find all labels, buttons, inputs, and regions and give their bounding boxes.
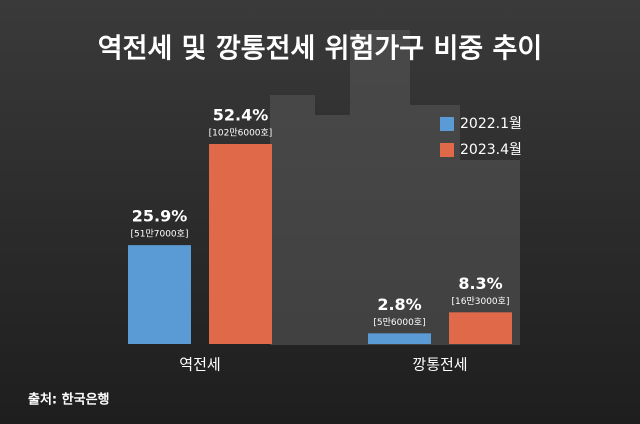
value-label: 52.4% <box>213 106 269 125</box>
count-label: [51만7000호] <box>131 229 189 240</box>
legend-label: 2022.1월 <box>460 116 522 132</box>
source: 출처: 한국은행 <box>28 392 110 408</box>
city-decoration <box>270 30 520 345</box>
x-tick-label: 역전세 <box>179 356 220 374</box>
value-label: 8.3% <box>458 274 502 293</box>
count-label: [102만6000호] <box>209 128 273 139</box>
legend-swatch <box>440 143 454 157</box>
count-label: [5만6000호] <box>373 317 425 328</box>
value-label: 2.8% <box>377 295 421 314</box>
bar <box>209 144 272 344</box>
bar <box>368 333 431 344</box>
chart-title: 역전세 및 깡통전세 위험가구 비중 추이 <box>98 34 542 65</box>
count-label: [16만3000호] <box>452 296 510 307</box>
value-label: 25.9% <box>132 207 188 226</box>
legend-label: 2023.4월 <box>460 142 522 158</box>
bar <box>449 312 512 344</box>
bar <box>128 245 191 344</box>
legend-swatch <box>440 117 454 131</box>
x-tick-label: 깡통전세 <box>412 356 467 374</box>
